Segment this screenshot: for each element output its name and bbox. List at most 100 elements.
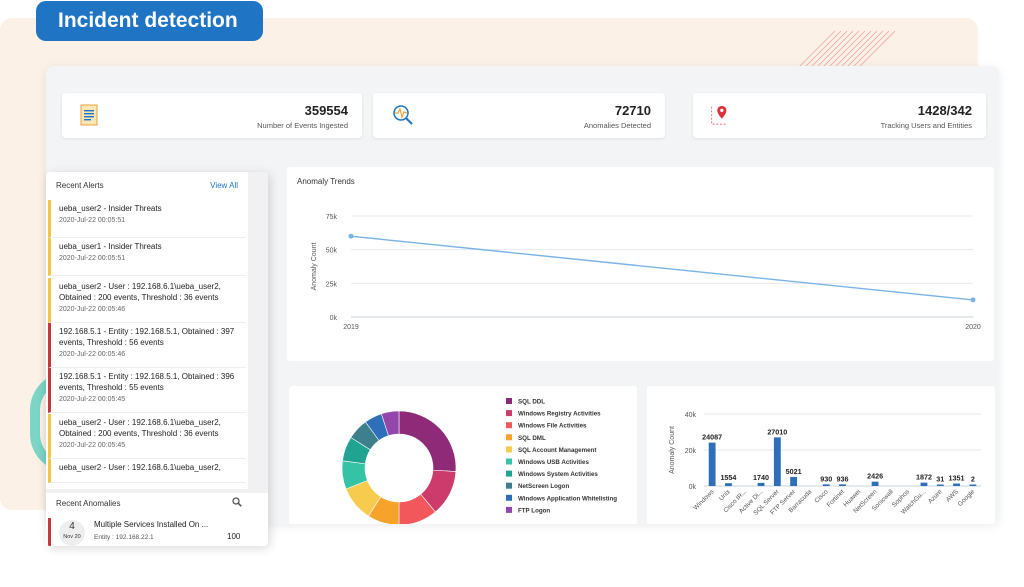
alert-item[interactable]: ueba_user2 - User : 192.168.6.1\ueba_use… xyxy=(48,278,246,323)
alert-text: 192.168.5.1 - Entity : 192.168.5.1, Obta… xyxy=(59,327,235,347)
legend-swatch xyxy=(506,398,512,404)
alert-date: 2020-Jul-22 00:05:51 xyxy=(59,255,126,262)
alert-item[interactable]: ueba_user2 - User : 192.168.6.1\ueba_use… xyxy=(48,414,246,459)
bar-value-label: 27010 xyxy=(767,427,787,436)
anomaly-day: 4 xyxy=(69,521,75,532)
x-tick-label: 2020 xyxy=(965,324,981,331)
legend-label[interactable]: Windows File Activities xyxy=(518,423,587,430)
alerts-scrollbar[interactable] xyxy=(248,172,268,492)
legend-swatch xyxy=(506,470,512,477)
magnifier-pulse-icon xyxy=(393,105,413,125)
data-point[interactable] xyxy=(348,233,354,239)
alert-item[interactable]: ueba_user1 - Insider Threats 2020-Jul-22… xyxy=(48,238,246,276)
alert-text: ueba_user2 - Insider Threats xyxy=(59,204,162,213)
y-tick-label: 0k xyxy=(330,315,338,322)
bar[interactable] xyxy=(757,482,765,486)
legend-swatch xyxy=(506,494,512,501)
legend-swatch xyxy=(506,446,512,453)
legend-swatch xyxy=(506,458,512,465)
bar[interactable] xyxy=(953,483,960,486)
donut-slice[interactable] xyxy=(398,493,436,524)
stat-label: Anomalies Detected xyxy=(583,121,651,130)
stat-label: Tracking Users and Entities xyxy=(880,121,972,130)
bar[interactable] xyxy=(790,476,798,486)
device-anomalies-panel: 0k 20k 40k Anomaly Count 24087 Windows 1554 Uni… xyxy=(647,386,995,524)
y-tick-label: 40k xyxy=(685,412,697,419)
anomaly-count: 100 xyxy=(227,532,241,541)
stat-card-tracking[interactable]: 1428/342 Tracking Users and Entities xyxy=(693,93,986,138)
legend-label[interactable]: NetScreen Logon xyxy=(518,483,569,490)
chart-title: Anomaly Trends xyxy=(297,177,355,186)
legend-label[interactable]: Windows Application Whitelisting xyxy=(518,495,617,502)
bar-value-label: 1872 xyxy=(916,473,932,482)
legend-label[interactable]: FTP Logon xyxy=(518,507,550,514)
legend-swatch xyxy=(506,410,512,417)
alert-item[interactable]: ueba_user2 - User : 192.168.6.1\ueba_use… xyxy=(48,459,246,483)
alert-date: 2020-Jul-22 00:05:45 xyxy=(59,442,126,449)
alert-item[interactable]: 192.168.5.1 - Entity : 192.168.5.1, Obta… xyxy=(48,323,246,368)
bar-value-label: 1554 xyxy=(720,473,736,482)
bar-value-label: 936 xyxy=(837,474,849,483)
legend-label[interactable]: SQL DDL xyxy=(518,399,545,406)
recent-alerts-title: Recent Alerts xyxy=(56,181,104,190)
alert-text: ueba_user2 - User : 192.168.6.1\ueba_use… xyxy=(59,418,221,438)
legend-swatch xyxy=(506,422,512,429)
bar-value-label: 2 xyxy=(971,475,975,484)
x-tick-label: Google xyxy=(957,488,977,508)
section-divider xyxy=(46,489,268,493)
legend-label[interactable]: Windows Registry Activities xyxy=(518,411,601,418)
bar-value-label: 24087 xyxy=(702,433,722,442)
donut-slice[interactable] xyxy=(398,410,457,472)
anomaly-entity: Entity : 192.168.22.1 xyxy=(94,534,154,541)
anomaly-month: Nov 20 xyxy=(63,534,81,540)
search-icon[interactable] xyxy=(232,497,242,507)
bar-value-label: 1351 xyxy=(949,474,965,483)
alert-item[interactable]: ueba_user2 - Insider Threats 2020-Jul-22… xyxy=(48,200,246,238)
bar-value-label: 31 xyxy=(936,475,944,484)
legend-label[interactable]: SQL Account Management xyxy=(518,447,596,454)
alert-date: 2020-Jul-22 00:05:46 xyxy=(59,306,126,313)
legend-swatch xyxy=(506,434,512,441)
alert-date: 2020-Jul-22 00:05:45 xyxy=(59,396,126,403)
y-axis-label: Anomaly Count xyxy=(311,243,318,291)
bar-value-label: 5021 xyxy=(786,467,802,476)
decorative-stripes xyxy=(799,30,896,67)
bar[interactable] xyxy=(725,483,732,486)
page-title: Incident detection xyxy=(36,1,263,41)
anomaly-categories-panel: SQL DDL Windows Registry Activities Window… xyxy=(289,386,637,524)
stat-value: 72710 xyxy=(614,103,651,118)
bar[interactable] xyxy=(936,484,944,487)
stat-card-anomalies[interactable]: 72710 Anomalies Detected xyxy=(373,93,665,138)
y-axis-label: Anomaly Count xyxy=(669,426,676,474)
legend-label[interactable]: Windows System Activities xyxy=(518,471,598,478)
document-list-icon xyxy=(80,104,98,126)
bar[interactable] xyxy=(822,484,830,486)
anomaly-item[interactable]: 4 Nov 20 Multiple Services Installed On … xyxy=(48,518,248,546)
bar[interactable] xyxy=(839,484,846,486)
y-tick-label: 25k xyxy=(326,281,338,288)
bar[interactable] xyxy=(871,481,879,486)
bar[interactable] xyxy=(773,437,781,486)
bar-value-label: 2426 xyxy=(867,472,883,481)
stat-value: 1428/342 xyxy=(917,103,972,118)
y-tick-label: 50k xyxy=(326,248,338,255)
y-tick-label: 75k xyxy=(326,214,338,221)
view-all-link[interactable]: View All xyxy=(210,181,238,190)
legend-swatch xyxy=(506,506,512,513)
series-line xyxy=(350,235,974,301)
legend-label[interactable]: SQL DML xyxy=(518,435,546,442)
bar[interactable] xyxy=(708,442,716,486)
location-pin-icon xyxy=(711,105,728,125)
alert-item[interactable]: 192.168.5.1 - Entity : 192.168.5.1, Obta… xyxy=(48,368,246,413)
bar[interactable] xyxy=(920,482,928,486)
legend-label[interactable]: Windows USB Activities xyxy=(518,459,589,466)
bar[interactable] xyxy=(969,484,977,487)
alert-text: ueba_user2 - User : 192.168.6.1\ueba_use… xyxy=(59,282,221,302)
data-point[interactable] xyxy=(970,297,976,303)
anomaly-date-badge: 4 Nov 20 xyxy=(59,520,85,546)
stat-card-events[interactable]: 359554 Number of Events Ingested xyxy=(62,93,362,138)
donut-slice[interactable] xyxy=(381,410,400,437)
stat-label: Number of Events Ingested xyxy=(257,121,348,130)
bar-value-label: 930 xyxy=(820,474,832,483)
